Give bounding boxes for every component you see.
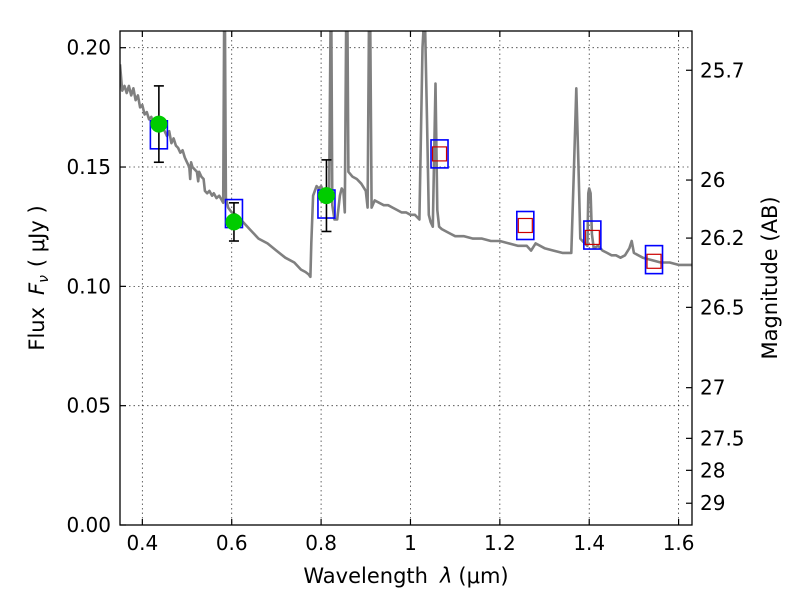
y-tick-label: 0.00: [66, 513, 111, 537]
y2-tick-label: 27: [700, 376, 725, 400]
x-tick-label: 1.4: [573, 531, 605, 555]
y-tick-label: 0.10: [66, 274, 111, 298]
x-tick-label: 0.4: [126, 531, 158, 555]
grid-group: [120, 31, 692, 526]
plot-frame: [119, 30, 693, 526]
y2-tick-label: 26.2: [700, 226, 745, 250]
y2-tick-label: 27.5: [700, 426, 745, 450]
x-tick-label: 0.6: [216, 531, 248, 555]
model-photometry-square: [430, 139, 449, 169]
x-tick-label: 1.2: [484, 531, 516, 555]
model-photometry-inner-square: [517, 217, 533, 234]
x-axis-title: Wavelength λ (μm): [303, 564, 508, 588]
y2-tick-label: 28: [700, 458, 725, 482]
ticks-group: 0.4 0.6 0.8 1 1.2 1.4 1.6 0.00 0.05 0.10 0.15 0.20 2…: [66, 31, 745, 555]
y2-tick-label: 29: [700, 491, 725, 515]
sed-line: [120, 31, 692, 279]
model-photometry-square: [644, 244, 664, 275]
model-photometry-square: [516, 210, 535, 241]
x-tick-label: 1.6: [663, 531, 695, 555]
y2-tick-label: 26: [700, 168, 725, 192]
model-photometry-inner-square: [584, 229, 600, 246]
y2-tick-label: 26.5: [700, 295, 745, 319]
model-photometry-square: [583, 220, 602, 250]
observed-point: [150, 115, 168, 133]
x-tick-label: 0.8: [305, 531, 337, 555]
model-photometry-inner-square: [431, 146, 448, 162]
plot-area: [120, 31, 692, 279]
y2-axis-title: Magnitude (AB): [758, 196, 782, 359]
y2-tick-label: 25.7: [700, 58, 745, 82]
observed-point: [225, 213, 243, 231]
x-tick-label: 1: [404, 531, 417, 555]
y-axis-title: FluxFν( μJy ): [25, 205, 52, 350]
y-tick-label: 0.15: [66, 155, 111, 179]
y-tick-label: 0.05: [66, 394, 111, 418]
observed-point: [317, 187, 335, 205]
model-photometry-inner-square: [646, 253, 662, 269]
y-tick-label: 0.20: [66, 36, 111, 60]
